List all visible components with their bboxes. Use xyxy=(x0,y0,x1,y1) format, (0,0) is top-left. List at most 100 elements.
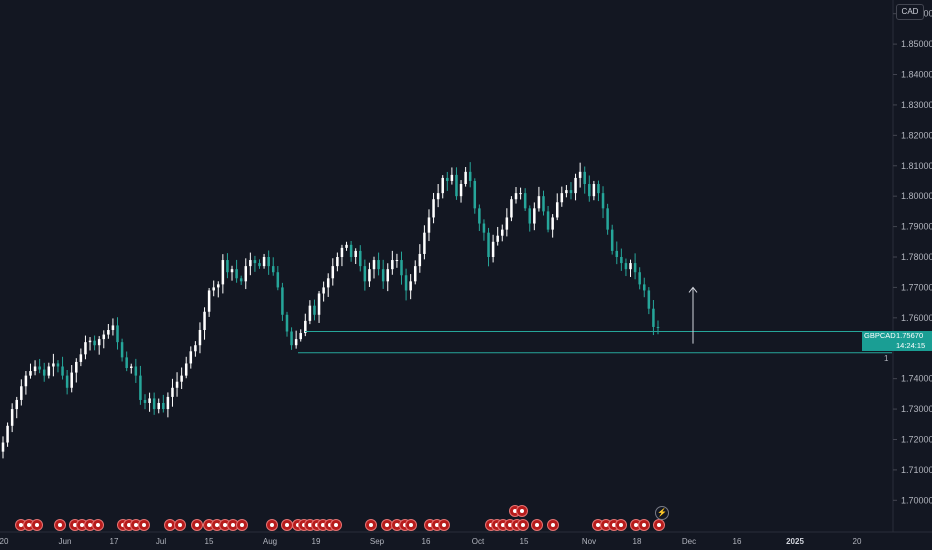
y-tick-label: 1.70000 xyxy=(901,495,932,505)
candle-body xyxy=(217,284,220,288)
candle-body xyxy=(473,180,477,209)
event-marker-dot xyxy=(308,523,312,527)
candle-body xyxy=(578,171,582,178)
candle-body xyxy=(308,305,312,321)
candle-body xyxy=(349,244,353,257)
candle-body xyxy=(148,398,151,403)
candle-body xyxy=(537,196,541,209)
event-marker-dot xyxy=(596,523,600,527)
candle-body xyxy=(363,266,367,282)
event-marker-dot xyxy=(642,523,646,527)
candle-body xyxy=(427,217,431,233)
candle-body xyxy=(418,253,422,267)
candle-body xyxy=(381,269,385,282)
candle-body xyxy=(276,272,280,288)
candle-body xyxy=(116,325,119,343)
candle-body xyxy=(24,375,28,387)
candle-body xyxy=(102,334,106,340)
candle-body xyxy=(230,269,234,273)
candle-body xyxy=(189,351,193,364)
candle-body xyxy=(514,193,518,200)
candle-body xyxy=(505,217,509,230)
event-marker-dot xyxy=(551,523,555,527)
event-marker-dot xyxy=(27,523,31,527)
candle-body xyxy=(317,293,321,315)
candle-body xyxy=(111,325,115,330)
candle-body xyxy=(75,361,78,373)
candle-body xyxy=(340,247,344,257)
candle-body xyxy=(615,250,619,257)
event-marker-dot xyxy=(619,523,623,527)
candle-body xyxy=(542,196,545,212)
candle-body xyxy=(212,287,215,291)
candle-body xyxy=(184,363,188,376)
event-marker-dot xyxy=(168,523,172,527)
candle-body xyxy=(271,266,275,273)
candle-body xyxy=(450,174,454,181)
y-tick-label: 1.78000 xyxy=(901,252,932,262)
level-label: 1 xyxy=(884,354,889,363)
candle-body xyxy=(638,272,641,285)
candle-body xyxy=(391,260,394,270)
y-tick-label: 1.79000 xyxy=(901,222,932,232)
y-tick-label: 1.74000 xyxy=(901,374,932,384)
y-tick-label: 1.82000 xyxy=(901,130,932,140)
candle-body xyxy=(244,266,248,282)
event-marker-dot xyxy=(385,523,389,527)
candle-body xyxy=(10,409,14,426)
candle-body xyxy=(93,340,96,346)
candle-body xyxy=(235,269,238,279)
candle-body xyxy=(6,425,9,443)
candle-body xyxy=(491,241,495,257)
candle-body xyxy=(436,193,440,200)
event-marker-dot xyxy=(535,523,539,527)
event-marker-dot xyxy=(223,523,227,527)
candle-body xyxy=(290,331,293,346)
event-marker-dot xyxy=(409,523,413,527)
currency-button[interactable]: CAD xyxy=(896,4,924,20)
y-tick-label: 1.72000 xyxy=(901,434,932,444)
candle-body xyxy=(510,199,513,218)
x-tick-label: Jun xyxy=(59,537,72,546)
candle-body xyxy=(459,184,463,197)
candle-body xyxy=(166,396,170,410)
candle-body xyxy=(560,193,564,203)
candle-body xyxy=(487,232,490,257)
candle-body xyxy=(441,177,444,194)
candle-body xyxy=(175,381,179,388)
candle-body xyxy=(139,375,142,400)
candle-body xyxy=(207,290,211,312)
candle-body xyxy=(20,386,23,400)
event-marker-dot xyxy=(435,523,439,527)
candle-body xyxy=(413,266,417,282)
candle-body xyxy=(129,366,133,369)
flash-icon[interactable]: ⚡ xyxy=(655,506,669,520)
candle-body xyxy=(326,278,330,288)
candle-body xyxy=(1,442,5,452)
candle-body xyxy=(84,342,87,355)
symbol-label: GBPCAD xyxy=(864,331,896,340)
candle-body xyxy=(125,357,128,369)
candle-body xyxy=(583,171,586,185)
candle-body xyxy=(574,177,577,194)
y-tick-label: 1.83000 xyxy=(901,100,932,110)
event-marker-dot xyxy=(142,523,146,527)
x-tick-label: 15 xyxy=(520,537,529,546)
y-tick-label: 1.80000 xyxy=(901,191,932,201)
event-marker-dot xyxy=(513,509,517,513)
candle-body xyxy=(294,339,298,346)
candle-body xyxy=(152,398,156,410)
event-marker-dot xyxy=(334,523,338,527)
candle-body xyxy=(267,257,270,267)
y-tick-label: 1.81000 xyxy=(901,161,932,171)
candle-body xyxy=(423,232,426,254)
event-marker-dot xyxy=(285,523,289,527)
event-marker-dot xyxy=(395,523,399,527)
candle-body xyxy=(313,305,316,315)
candle-body xyxy=(120,342,124,358)
candle-body xyxy=(464,171,467,185)
candle-body xyxy=(478,208,481,224)
candle-body xyxy=(253,260,257,264)
